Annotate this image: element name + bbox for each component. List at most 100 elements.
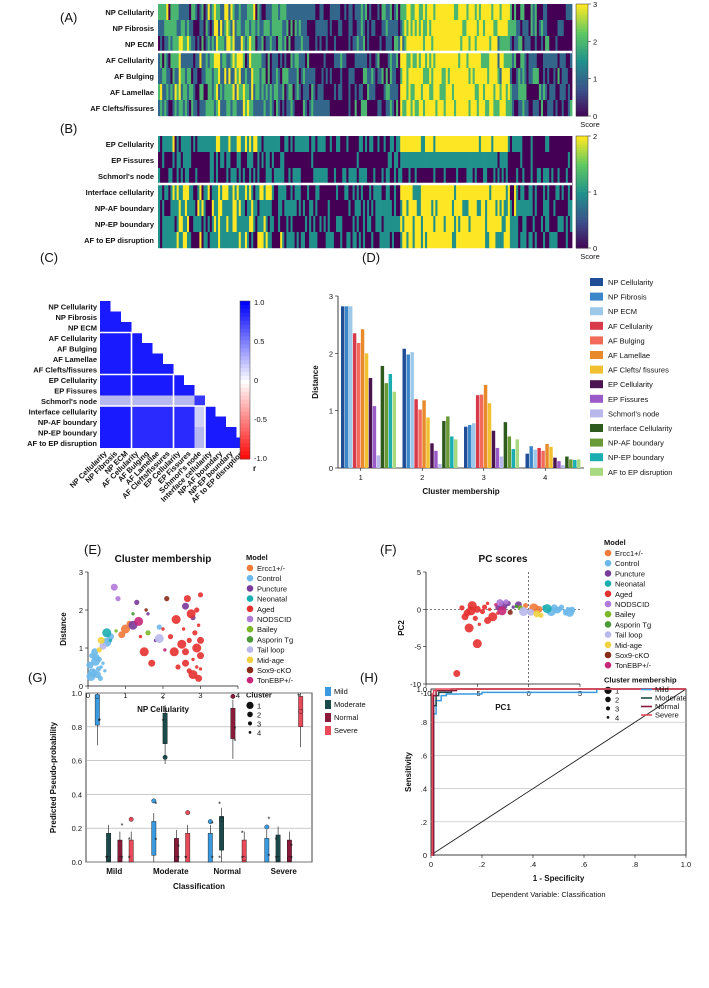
heat-cell: [263, 68, 267, 85]
heat-cell: [228, 200, 231, 217]
heat-cell: [468, 200, 471, 217]
corr-cell: [194, 406, 205, 417]
heat-cell: [325, 52, 329, 69]
colorbar-step: [576, 192, 588, 196]
heat-cell: [445, 168, 449, 185]
heat-cell: [311, 100, 314, 117]
heat-cell: [389, 184, 393, 201]
heat-cell: [298, 200, 302, 217]
outlier-star: *: [98, 716, 101, 725]
heat-cell: [495, 216, 498, 233]
heat-cell: [203, 4, 207, 21]
heat-cell: [292, 136, 296, 153]
heat-cell: [340, 4, 343, 21]
heat-cell: [302, 168, 306, 185]
heat-cell: [398, 232, 401, 249]
heat-cell: [563, 216, 567, 233]
heat-cell: [501, 68, 505, 85]
heat-cell: [464, 20, 467, 37]
heat-cell: [534, 52, 538, 69]
heat-cell: [338, 68, 341, 85]
heat-cell: [468, 20, 471, 37]
heat-cell: [336, 20, 339, 37]
heat-cell: [371, 20, 374, 37]
heat-cell: [162, 232, 165, 249]
heat-cell: [362, 100, 366, 117]
heat-cell: [416, 200, 420, 217]
heat-cell: [383, 36, 387, 53]
heat-cell: [172, 84, 175, 101]
heat-cell: [269, 232, 273, 249]
heat-cell: [174, 232, 178, 249]
heat-cell: [329, 168, 333, 185]
heat-cell: [261, 184, 264, 201]
heat-cell: [186, 216, 190, 233]
legend-label: Asporin Tg: [615, 620, 651, 629]
heat-cell: [321, 152, 324, 169]
heat-cell: [516, 232, 519, 249]
heat-cell: [244, 136, 248, 153]
y-tick-label: 1.0: [72, 689, 82, 698]
heat-cell: [290, 200, 293, 217]
heat-cell: [410, 100, 414, 117]
heat-cell: [441, 152, 445, 169]
heat-cell: [352, 84, 356, 101]
legend-label: Neonatal: [615, 580, 645, 589]
heat-cell: [348, 152, 351, 169]
heat-cell: [294, 20, 298, 37]
heat-cell: [381, 232, 385, 249]
bar: [503, 422, 508, 468]
heat-cell: [207, 200, 211, 217]
heat-cell: [356, 20, 360, 37]
heat-cell: [317, 168, 320, 185]
data-point: [568, 606, 576, 614]
heat-cell: [220, 232, 223, 249]
box: [275, 834, 281, 863]
heat-cell: [443, 84, 447, 101]
heat-cell: [555, 4, 558, 21]
heat-cell: [333, 232, 337, 249]
heat-cell: [400, 4, 403, 21]
heat-cell: [166, 52, 169, 69]
heat-cell: [265, 36, 269, 53]
heat-cell: [538, 232, 542, 249]
heat-cell: [497, 216, 500, 233]
heat-cell: [284, 168, 287, 185]
heat-cell: [199, 136, 202, 153]
heat-cell: [267, 216, 271, 233]
heat-cell: [189, 4, 192, 21]
heat-cell: [406, 4, 409, 21]
heat-cell: [491, 168, 494, 185]
heat-cell: [296, 84, 300, 101]
heat-cell: [257, 52, 260, 69]
heat-cell: [393, 100, 397, 117]
heat-cell: [445, 84, 449, 101]
heat-cell: [408, 200, 411, 217]
bar: [364, 353, 369, 468]
heat-cell: [379, 152, 382, 169]
data-point: [503, 599, 509, 605]
data-point: [496, 599, 504, 607]
data-point: [99, 642, 107, 650]
heat-cell: [304, 232, 308, 249]
heat-cell: [476, 4, 480, 21]
heat-cell: [489, 216, 492, 233]
heat-cell: [534, 84, 538, 101]
heat-cell: [375, 4, 378, 21]
panel-letter-b: (B): [60, 121, 77, 136]
heat-cell: [186, 4, 190, 21]
heat-cell: [466, 216, 469, 233]
heat-cell: [180, 168, 184, 185]
heat-cell: [236, 84, 240, 101]
bar: [344, 306, 349, 468]
heat-cell: [509, 136, 513, 153]
legend-label: Severe: [655, 711, 679, 720]
heat-cell: [563, 4, 567, 21]
colorbar-step: [576, 231, 588, 235]
heat-cell: [534, 232, 538, 249]
heat-cell: [176, 200, 180, 217]
data-point: [497, 606, 507, 616]
heat-cell: [451, 4, 455, 21]
heat-cell: [193, 168, 196, 185]
bar: [467, 425, 472, 468]
